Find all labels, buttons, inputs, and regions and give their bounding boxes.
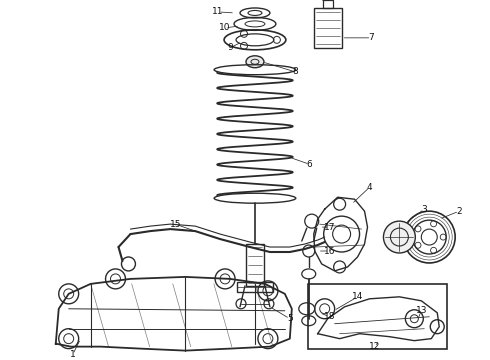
Text: 10: 10 (220, 23, 231, 32)
Text: 13: 13 (416, 306, 427, 315)
Text: 12: 12 (369, 342, 380, 351)
Bar (246, 244, 264, 286)
Text: 9: 9 (227, 43, 233, 52)
Text: 2: 2 (456, 207, 462, 216)
Text: 16: 16 (324, 247, 336, 256)
Text: 15: 15 (170, 220, 181, 229)
Ellipse shape (246, 56, 264, 68)
Text: 11: 11 (212, 8, 224, 17)
Text: 7: 7 (368, 33, 374, 42)
Text: 18: 18 (324, 312, 336, 321)
Bar (237, 282, 273, 292)
Text: 14: 14 (352, 292, 363, 301)
Text: 4: 4 (367, 183, 372, 192)
Text: 3: 3 (421, 205, 427, 214)
Text: 8: 8 (292, 67, 298, 76)
Text: 6: 6 (307, 160, 313, 169)
Bar (308, 284, 447, 348)
Text: 1: 1 (70, 350, 75, 359)
Bar (314, 8, 342, 48)
Bar (323, 0, 333, 8)
Text: 5: 5 (287, 314, 293, 323)
Circle shape (384, 221, 416, 253)
Text: 17: 17 (324, 222, 336, 231)
